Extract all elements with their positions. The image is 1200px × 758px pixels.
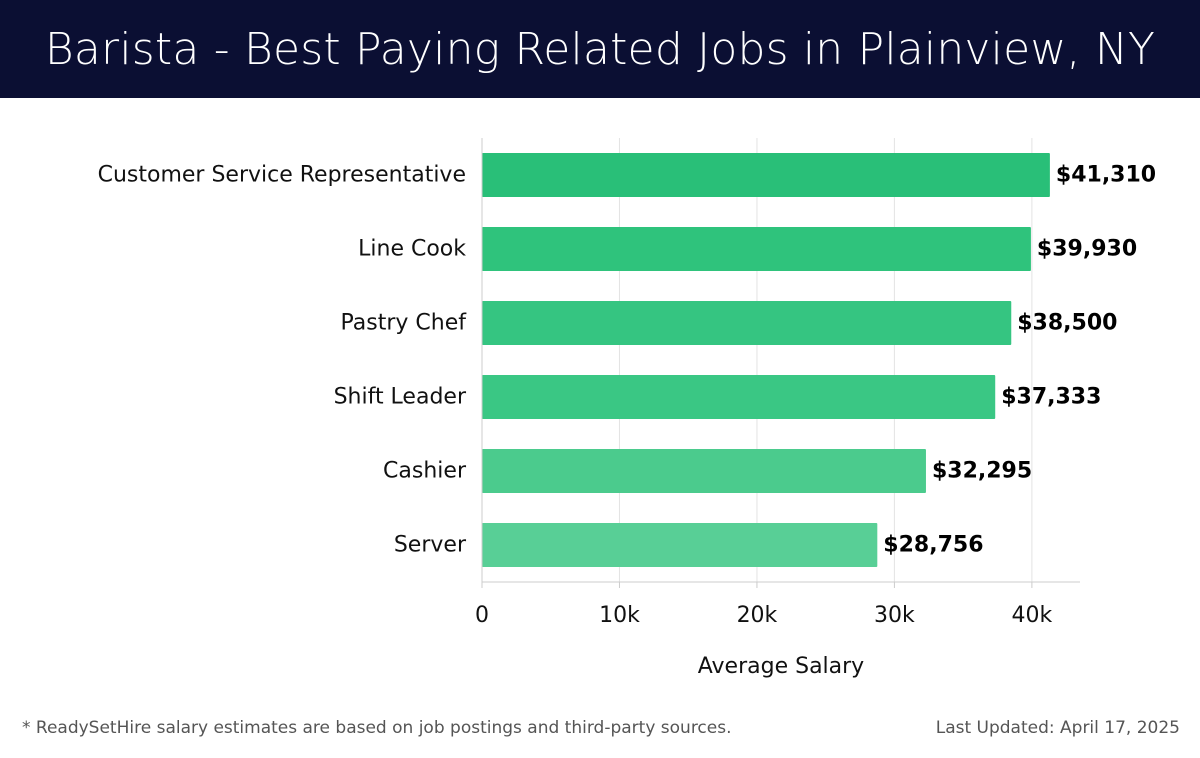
category-label: Cashier	[383, 459, 467, 484]
bar	[482, 301, 1012, 345]
value-label: $32,295	[932, 459, 1032, 484]
title-banner: Barista - Best Paying Related Jobs in Pl…	[0, 0, 1200, 98]
grid-lines	[618, 138, 1033, 582]
x-tick-label: 10k	[599, 603, 640, 628]
category-label: Line Cook	[358, 237, 466, 262]
x-tick-label: 30k	[874, 603, 915, 628]
x-axis-label: Average Salary	[698, 654, 864, 679]
bar	[482, 449, 926, 493]
last-updated: Last Updated: April 17, 2025	[935, 718, 1180, 738]
x-tick-label: 40k	[1012, 603, 1053, 628]
value-label: $28,756	[883, 533, 983, 558]
value-label: $38,500	[1017, 311, 1117, 336]
bar	[482, 153, 1050, 197]
category-label: Server	[394, 533, 467, 558]
page-title: Barista - Best Paying Related Jobs in Pl…	[44, 23, 1156, 75]
category-label: Shift Leader	[334, 385, 467, 410]
value-label: $37,333	[1001, 385, 1101, 410]
bars: $41,310 $39,930 $38,500 $37,333 $32,295 $28,7…	[482, 153, 1156, 567]
category-label: Customer Service Representative	[98, 163, 466, 188]
bar	[482, 375, 996, 419]
axes: 0 10k 20k 30k 40k Customer Service Representa…	[98, 138, 1080, 628]
x-tick-label: 20k	[737, 603, 778, 628]
value-label: $39,930	[1037, 237, 1137, 262]
x-tick-label: 0	[475, 603, 489, 628]
bar	[482, 523, 878, 567]
value-label: $41,310	[1056, 163, 1156, 188]
category-label: Pastry Chef	[341, 311, 468, 336]
footnote: * ReadySetHire salary estimates are base…	[22, 718, 732, 738]
bar	[482, 227, 1031, 271]
salary-bar-chart: $41,310 $39,930 $38,500 $37,333 $32,295 $28,7…	[98, 138, 1156, 679]
